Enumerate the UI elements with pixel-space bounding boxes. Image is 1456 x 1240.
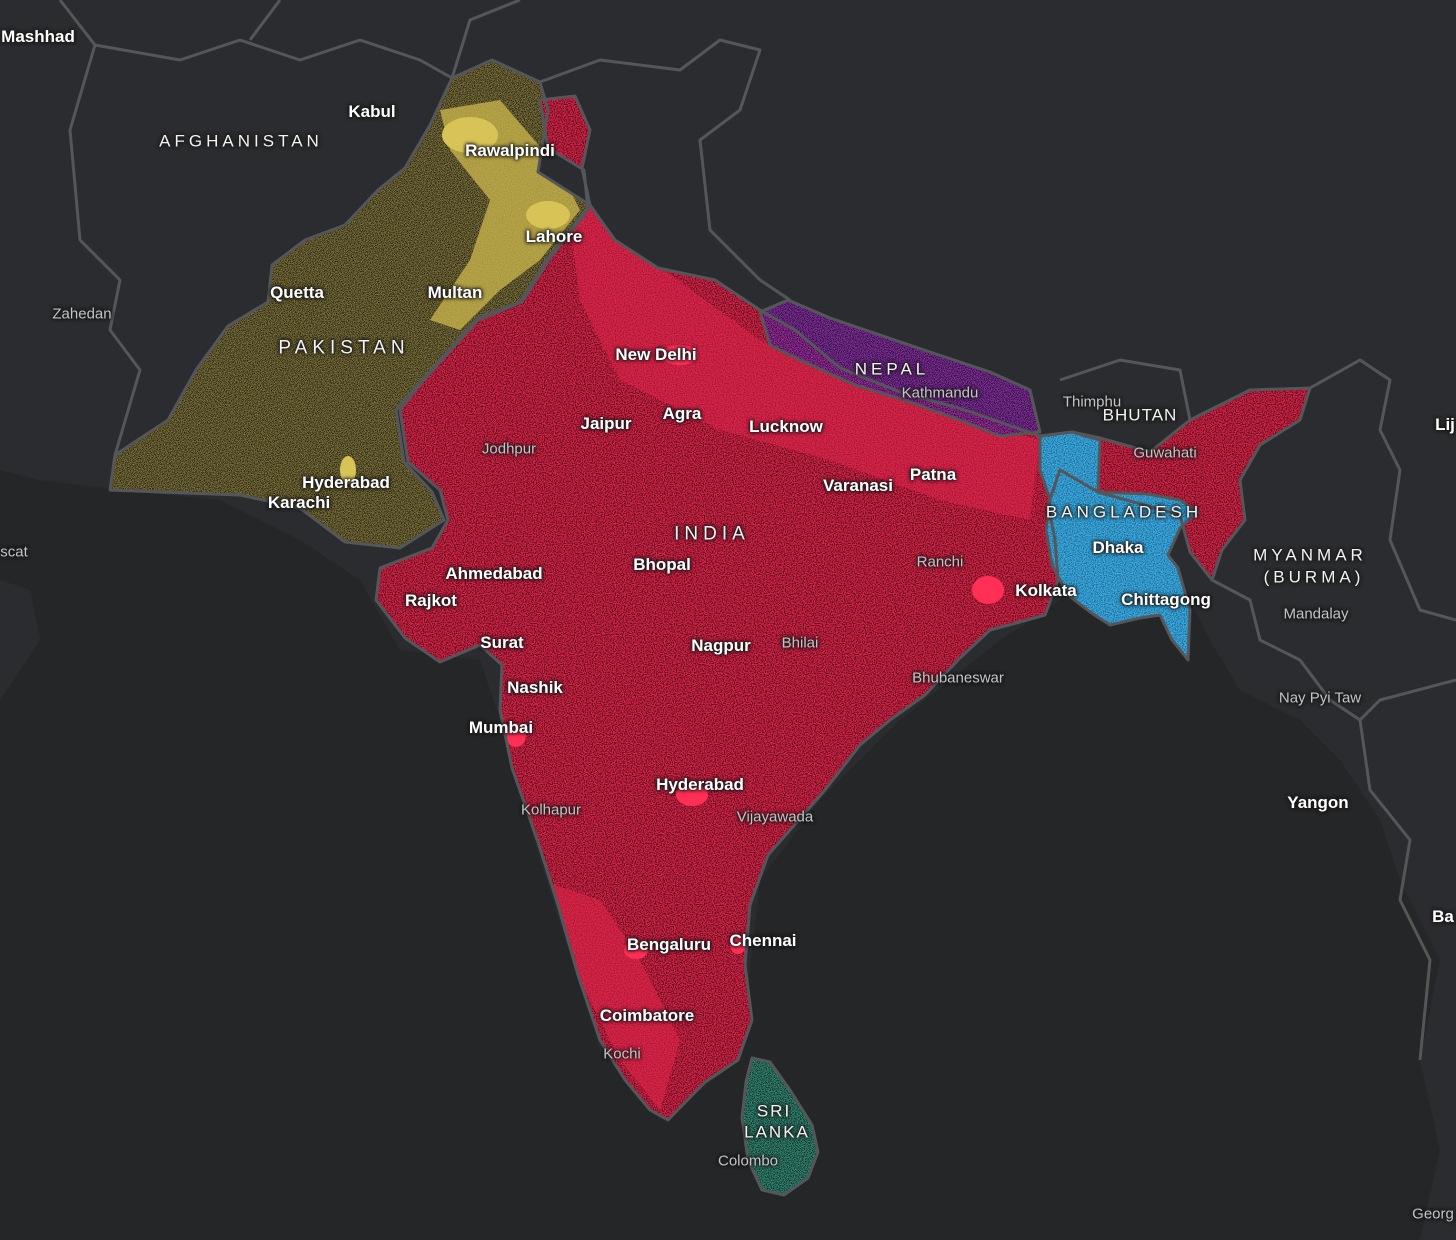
city-label-kolkata: Kolkata: [1015, 581, 1077, 600]
city-label-jaipur: Jaipur: [580, 414, 632, 433]
city-label-lahore: Lahore: [525, 227, 583, 246]
city-label-bago: Ba: [1432, 907, 1454, 926]
city-label-kabul: Kabul: [348, 102, 396, 121]
city-label-ranchi: Ranchi: [916, 553, 964, 571]
city-label-thimphu: Thimphu: [1062, 393, 1122, 411]
city-label-kathmandu: Kathmandu: [901, 384, 979, 402]
city-label-muscat: scat: [0, 543, 28, 561]
city-label-nagpur: Nagpur: [691, 636, 751, 655]
city-label-coimbatore: Coimbatore: [599, 1006, 695, 1025]
land-arabia: [0, 580, 40, 700]
city-label-varanasi: Varanasi: [823, 476, 893, 495]
city-label-nay-pyi-taw: Nay Pyi Taw: [1278, 689, 1362, 707]
city-label-patna: Patna: [909, 465, 957, 484]
city-label-chittagong: Chittagong: [1121, 590, 1211, 609]
country-label-afghanistan: AFGHANISTAN: [159, 131, 323, 151]
city-label-multan: Multan: [427, 283, 483, 302]
city-label-mashhad: Mashhad: [1, 27, 75, 46]
city-label-zahedan: Zahedan: [52, 305, 112, 323]
city-label-surat: Surat: [480, 633, 524, 652]
city-label-lijiang: Lij: [1435, 415, 1455, 434]
city-label-george-town: Georg: [1412, 1205, 1454, 1223]
city-label-lucknow: Lucknow: [749, 417, 823, 436]
city-label-new-delhi: New Delhi: [615, 345, 697, 364]
city-label-agra: Agra: [662, 404, 702, 423]
country-label-india: INDIA: [674, 523, 750, 545]
city-label-chennai: Chennai: [729, 931, 797, 950]
country-label-bhutan: BHUTAN: [1102, 405, 1178, 425]
country-label-bangladesh: BANGLADESH: [1045, 502, 1203, 522]
city-label-colombo: Colombo: [717, 1152, 779, 1170]
city-label-guwahati: Guwahati: [1133, 444, 1197, 462]
city-label-ahmedabad: Ahmedabad: [445, 564, 543, 583]
city-label-dhaka: Dhaka: [1092, 538, 1144, 557]
city-label-rajkot: Rajkot: [405, 591, 457, 610]
city-label-bhilai: Bhilai: [781, 634, 819, 652]
country-label-sri-lanka-2: LANKA: [744, 1122, 810, 1142]
country-label-sri-lanka-1: SRI: [756, 1101, 792, 1121]
city-label-bhubaneswar: Bhubaneswar: [912, 669, 1004, 687]
country-borders: [58, 0, 1456, 1197]
city-label-hyderabad-in: Hyderabad: [656, 775, 744, 794]
city-label-quetta: Quetta: [270, 283, 324, 302]
city-label-mandalay: Mandalay: [1283, 605, 1349, 623]
country-label-nepal: NEPAL: [854, 359, 930, 379]
country-label-pakistan: PAKISTAN: [278, 337, 410, 359]
city-label-vijayawada: Vijayawada: [736, 808, 814, 826]
city-label-yangon: Yangon: [1287, 793, 1349, 812]
city-label-bengaluru: Bengaluru: [626, 935, 712, 954]
city-label-kolhapur: Kolhapur: [520, 801, 582, 819]
city-label-bhopal: Bhopal: [633, 555, 691, 574]
city-label-hyderabad-pk: Hyderabad: [302, 473, 390, 492]
city-label-rawalpindi: Rawalpindi: [465, 141, 555, 160]
city-label-karachi: Karachi: [267, 493, 331, 512]
city-label-nashik: Nashik: [507, 678, 563, 697]
country-label-myanmar-burma: (BURMA): [1263, 567, 1365, 587]
city-label-kochi: Kochi: [603, 1045, 641, 1063]
city-label-jodhpur: Jodhpur: [481, 440, 537, 458]
city-label-mumbai: Mumbai: [468, 718, 534, 737]
country-label-myanmar: MYANMAR: [1253, 545, 1367, 565]
